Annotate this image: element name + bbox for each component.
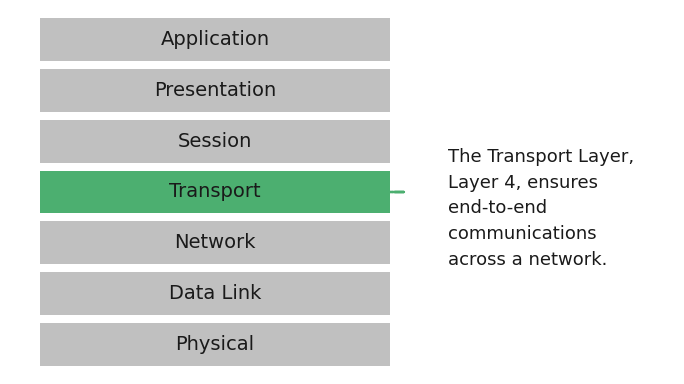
Text: The Transport Layer,
Layer 4, ensures
end-to-end
communications
across a network: The Transport Layer, Layer 4, ensures en… bbox=[448, 148, 634, 269]
Text: Physical: Physical bbox=[175, 335, 254, 354]
FancyBboxPatch shape bbox=[40, 18, 390, 61]
FancyBboxPatch shape bbox=[40, 170, 390, 214]
Text: Data Link: Data Link bbox=[169, 284, 261, 303]
Text: Presentation: Presentation bbox=[154, 81, 276, 100]
FancyBboxPatch shape bbox=[40, 222, 390, 264]
FancyBboxPatch shape bbox=[40, 323, 390, 366]
FancyBboxPatch shape bbox=[40, 69, 390, 112]
Text: Transport: Transport bbox=[169, 182, 261, 202]
Text: Session: Session bbox=[178, 132, 252, 151]
FancyBboxPatch shape bbox=[40, 120, 390, 162]
FancyBboxPatch shape bbox=[40, 272, 390, 315]
Text: Network: Network bbox=[174, 233, 256, 252]
Text: Application: Application bbox=[161, 30, 269, 49]
